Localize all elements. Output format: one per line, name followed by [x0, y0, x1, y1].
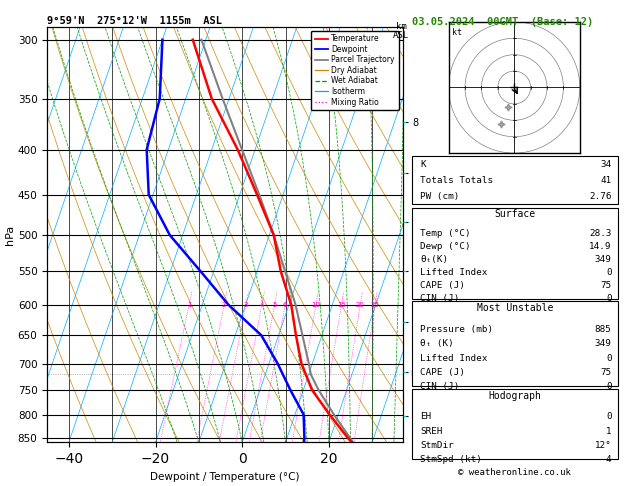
- Text: -: -: [403, 168, 406, 178]
- Text: 28.3: 28.3: [589, 229, 611, 238]
- Text: Dewp (°C): Dewp (°C): [420, 242, 471, 251]
- Text: km: km: [396, 22, 407, 31]
- FancyBboxPatch shape: [412, 301, 618, 386]
- Text: ASL: ASL: [393, 31, 409, 40]
- Text: Most Unstable: Most Unstable: [477, 303, 553, 313]
- Text: 10: 10: [311, 302, 321, 308]
- Text: 1: 1: [187, 302, 191, 308]
- Text: -: -: [403, 117, 406, 127]
- Text: 4: 4: [606, 455, 611, 464]
- Text: kt: kt: [452, 28, 462, 37]
- Text: StmSpd (kt): StmSpd (kt): [420, 455, 482, 464]
- Text: 14.9: 14.9: [589, 242, 611, 251]
- Text: 75: 75: [600, 281, 611, 290]
- Text: 41: 41: [600, 176, 611, 185]
- Text: CIN (J): CIN (J): [420, 382, 460, 391]
- Text: 0: 0: [606, 353, 611, 363]
- Text: SREH: SREH: [420, 427, 443, 435]
- Text: Lifted Index: Lifted Index: [420, 268, 487, 278]
- Text: Lifted Index: Lifted Index: [420, 353, 487, 363]
- FancyBboxPatch shape: [412, 208, 618, 299]
- Text: 03.05.2024  00GMT  (Base: 12): 03.05.2024 00GMT (Base: 12): [412, 17, 593, 27]
- Text: 349: 349: [594, 255, 611, 264]
- Text: K: K: [420, 160, 426, 169]
- Text: 4: 4: [260, 302, 264, 308]
- Text: PW (cm): PW (cm): [420, 191, 460, 201]
- Text: EH: EH: [420, 413, 431, 421]
- Text: CIN (J): CIN (J): [420, 295, 460, 303]
- Text: CAPE (J): CAPE (J): [420, 281, 465, 290]
- Text: © weatheronline.co.uk: © weatheronline.co.uk: [459, 468, 571, 477]
- Text: 1: 1: [606, 427, 611, 435]
- Text: Totals Totals: Totals Totals: [420, 176, 493, 185]
- Text: 0: 0: [606, 268, 611, 278]
- Legend: Temperature, Dewpoint, Parcel Trajectory, Dry Adiabat, Wet Adiabat, Isotherm, Mi: Temperature, Dewpoint, Parcel Trajectory…: [311, 31, 399, 110]
- Text: 6: 6: [283, 302, 287, 308]
- Text: Temp (°C): Temp (°C): [420, 229, 471, 238]
- Text: Surface: Surface: [494, 209, 535, 219]
- Text: 5: 5: [272, 302, 277, 308]
- Text: -: -: [403, 217, 406, 227]
- Text: 2.76: 2.76: [589, 191, 611, 201]
- Text: Hodograph: Hodograph: [488, 391, 542, 401]
- Text: 0: 0: [606, 413, 611, 421]
- Text: 25: 25: [370, 302, 379, 308]
- Text: 34: 34: [600, 160, 611, 169]
- Text: 2: 2: [222, 302, 226, 308]
- Text: 0: 0: [606, 382, 611, 391]
- Text: θₜ(K): θₜ(K): [420, 255, 448, 264]
- Text: -: -: [403, 366, 406, 377]
- Text: 0: 0: [606, 295, 611, 303]
- Text: -: -: [403, 317, 406, 327]
- Text: 75: 75: [600, 368, 611, 377]
- FancyBboxPatch shape: [412, 156, 618, 204]
- Text: 349: 349: [594, 339, 611, 348]
- Text: 885: 885: [594, 325, 611, 334]
- Text: LCL: LCL: [409, 370, 426, 379]
- Text: CAPE (J): CAPE (J): [420, 368, 465, 377]
- FancyBboxPatch shape: [412, 389, 618, 459]
- Text: 12°: 12°: [594, 441, 611, 450]
- Text: -: -: [403, 411, 406, 421]
- Text: Pressure (mb): Pressure (mb): [420, 325, 493, 334]
- Text: θₜ (K): θₜ (K): [420, 339, 454, 348]
- Y-axis label: hPa: hPa: [5, 225, 15, 244]
- Text: 20: 20: [356, 302, 365, 308]
- Text: 9°59'N  275°12'W  1155m  ASL: 9°59'N 275°12'W 1155m ASL: [47, 16, 222, 26]
- Text: StmDir: StmDir: [420, 441, 454, 450]
- Text: -: -: [403, 266, 406, 277]
- Text: 3: 3: [243, 302, 248, 308]
- X-axis label: Dewpoint / Temperature (°C): Dewpoint / Temperature (°C): [150, 471, 299, 482]
- Text: 15: 15: [337, 302, 346, 308]
